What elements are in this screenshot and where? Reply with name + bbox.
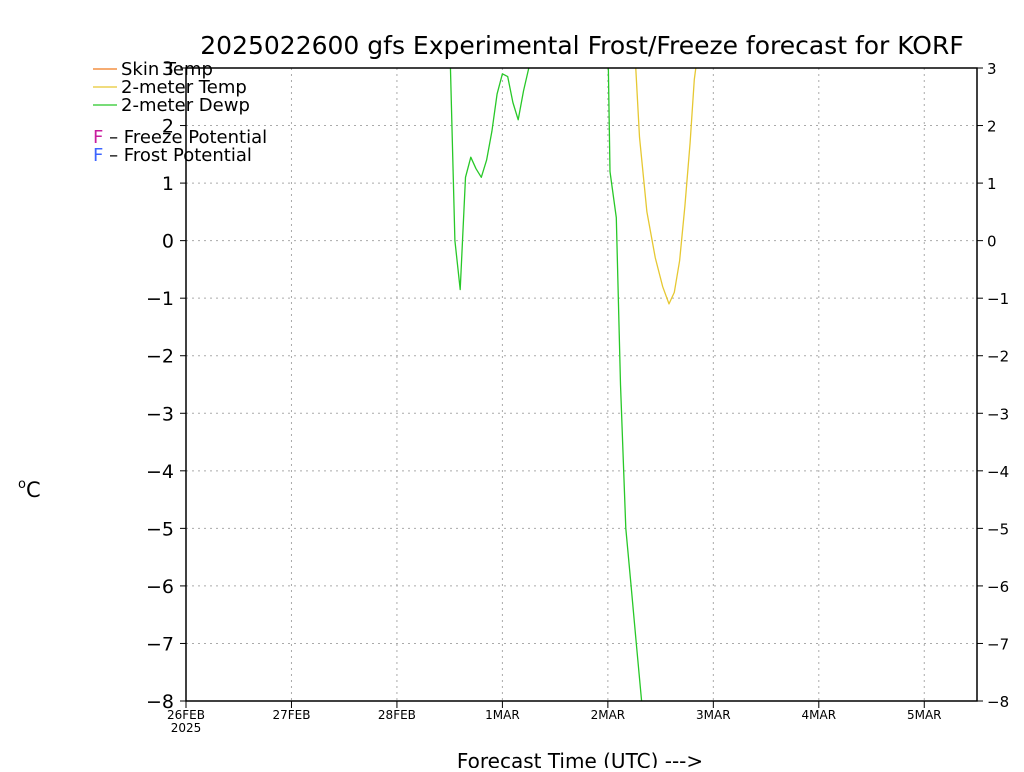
y-axis-label-degree: o <box>18 477 26 492</box>
y-tick-label-left: 1 <box>162 173 174 195</box>
x-tick-label: 1MAR <box>485 708 520 722</box>
legend-label: Skin Temp <box>121 59 213 80</box>
legend-potential-letter: F <box>93 145 103 166</box>
x-tick-label: 4MAR <box>802 708 837 722</box>
y-axis-label-unit: C <box>26 478 41 502</box>
y-tick-label-left: −5 <box>146 518 174 540</box>
y-tick-label-left: −2 <box>146 346 174 368</box>
x-tick-label: 28FEB <box>378 708 416 722</box>
x-axis-label: Forecast Time (UTC) ---> <box>457 749 703 768</box>
y-tick-label-left: 2 <box>162 116 174 138</box>
grid <box>186 68 977 701</box>
series-layer <box>449 68 697 701</box>
y-tick-label-left: −1 <box>146 288 174 310</box>
x-tick-label: 2MAR <box>591 708 626 722</box>
plot-frame <box>185 67 978 702</box>
y-axis-left: 3 2 1 0 −1 −2 −3 −4 −5 −6 −7 −8 <box>146 58 186 713</box>
series-line-2-meter-dewp <box>607 68 643 701</box>
y-axis-right: 3 2 1 0 −1 −2 −3 −4 −5 −6 −7 −8 <box>977 60 1009 711</box>
y-tick-label-right: −7 <box>987 635 1009 653</box>
y-tick-label-right: −1 <box>987 290 1009 308</box>
y-tick-label-right: 3 <box>987 60 997 78</box>
chart-title: 2025022600 gfs Experimental Frost/Freeze… <box>200 31 963 60</box>
series-line-2-meter-dewp <box>449 68 530 291</box>
y-tick-label-right: 1 <box>987 175 997 193</box>
y-tick-label-left: −4 <box>146 461 174 483</box>
y-tick-label-right: 2 <box>987 118 997 136</box>
x-tick-label: 3MAR <box>696 708 731 722</box>
series-line-2-meter-temp <box>635 68 697 305</box>
y-tick-label-left: −7 <box>146 633 174 655</box>
y-axis-label: oC <box>18 477 41 502</box>
legend-potential: F – Frost Potential <box>93 145 252 166</box>
x-tick-label: 5MAR <box>907 708 942 722</box>
x-tick-sublabel: 2025 <box>171 721 202 735</box>
x-tick-label: 27FEB <box>272 708 310 722</box>
y-tick-label-right: −8 <box>987 693 1009 711</box>
legend-potential-letter: F <box>93 127 103 148</box>
y-tick-label-right: −6 <box>987 578 1009 596</box>
y-tick-label-right: −5 <box>987 520 1009 538</box>
y-tick-label-right: −4 <box>987 463 1009 481</box>
y-tick-label-left: 3 <box>162 58 174 80</box>
y-tick-label-right: −3 <box>987 405 1009 423</box>
y-tick-label-right: −2 <box>987 348 1009 366</box>
y-tick-label-left: −3 <box>146 403 174 425</box>
y-tick-label-left: 0 <box>162 231 174 253</box>
y-tick-label-left: −8 <box>146 691 174 713</box>
legend-label: 2-meter Dewp <box>121 95 250 116</box>
legend-label: 2-meter Temp <box>121 77 247 98</box>
legend-potential-label: – Freeze Potential <box>103 127 267 148</box>
y-tick-label-right: 0 <box>987 233 997 251</box>
legend-potential: F – Freeze Potential <box>93 127 267 148</box>
legend-potential-label: – Frost Potential <box>103 145 252 166</box>
x-tick-label: 26FEB <box>167 708 205 722</box>
y-tick-label-left: −6 <box>146 576 174 598</box>
